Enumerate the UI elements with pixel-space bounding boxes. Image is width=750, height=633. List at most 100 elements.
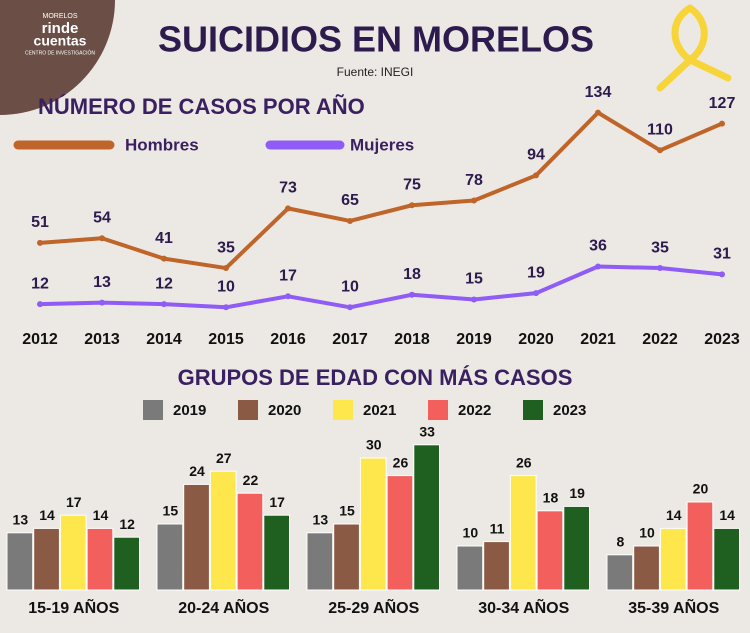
data-point: [471, 296, 477, 303]
data-point: [719, 271, 725, 278]
data-label: 14: [719, 507, 735, 523]
data-label: 26: [393, 454, 409, 470]
bar: [686, 501, 714, 591]
bar: [713, 527, 740, 591]
bar: [359, 457, 387, 591]
data-point: [657, 147, 663, 154]
ribbon-icon: [656, 4, 732, 92]
data-point: [347, 217, 353, 224]
legend-swatch: [333, 400, 353, 420]
data-point: [595, 263, 601, 270]
legend-swatch: [143, 400, 163, 420]
legend-label: 2021: [363, 402, 396, 419]
x-tick-label: 30-34 AÑOS: [478, 597, 569, 617]
data-label: 51: [31, 214, 49, 231]
bar: [509, 475, 537, 591]
bar: [563, 505, 590, 591]
bar: [483, 541, 510, 591]
data-label: 134: [585, 84, 612, 101]
x-tick-label: 2023: [704, 331, 740, 348]
logo-text: rinde: [42, 20, 79, 37]
data-label: 13: [13, 512, 29, 528]
data-label: 22: [243, 472, 259, 488]
data-label: 10: [463, 525, 479, 541]
data-point: [719, 120, 725, 127]
x-tick-label: 2014: [146, 331, 182, 348]
bar: [86, 527, 114, 591]
data-point: [37, 301, 43, 308]
bar: [306, 532, 334, 591]
data-label: 18: [543, 490, 559, 506]
title: SUICIDIOS EN MORELOS: [158, 19, 594, 60]
x-tick-label: 2012: [22, 331, 58, 348]
data-label: 18: [403, 266, 421, 283]
data-label: 10: [639, 525, 655, 541]
data-label: 75: [403, 176, 421, 193]
logo-badge: [0, 0, 115, 115]
series-line: [39, 110, 723, 271]
data-label: 12: [155, 275, 173, 292]
data-label: 17: [269, 494, 285, 510]
bar: [183, 483, 210, 591]
bar: [33, 527, 60, 591]
bar: [606, 554, 634, 591]
x-tick-label: 2017: [332, 331, 368, 348]
x-tick-label: 2022: [642, 331, 678, 348]
bar: [113, 536, 141, 591]
bar: [456, 545, 484, 591]
legend-label: 2020: [268, 402, 301, 419]
x-tick-label: 2021: [580, 331, 616, 348]
data-label: 19: [569, 485, 585, 501]
bar: [536, 510, 564, 591]
data-label: 13: [313, 512, 329, 528]
data-point: [533, 290, 539, 297]
legend-label: 2023: [553, 402, 586, 419]
data-label: 24: [189, 463, 205, 479]
bar: [386, 475, 414, 591]
data-point: [533, 172, 539, 179]
data-point: [657, 265, 663, 272]
logo-text: cuentas: [34, 33, 87, 49]
bar: [413, 444, 440, 591]
data-label: 41: [155, 230, 173, 247]
bar: [633, 545, 660, 591]
data-label: 65: [341, 192, 359, 209]
series-line: [39, 264, 723, 310]
data-label: 35: [651, 239, 669, 256]
chart-title: NÚMERO DE CASOS POR AÑO: [38, 94, 365, 119]
legend-label: 2022: [458, 402, 491, 419]
x-tick-label: 15-19 AÑOS: [28, 597, 119, 617]
data-label: 15: [339, 503, 355, 519]
data-point: [409, 202, 415, 209]
data-label: 20: [693, 481, 709, 497]
bar: [209, 470, 237, 591]
data-label: 17: [279, 268, 297, 285]
data-label: 35: [217, 239, 235, 256]
data-point: [347, 304, 353, 311]
data-label: 14: [93, 507, 109, 523]
data-point: [99, 235, 105, 242]
data-label: 33: [419, 424, 435, 440]
data-label: 127: [709, 95, 736, 112]
legend-swatch: [523, 400, 543, 420]
data-label: 30: [366, 437, 382, 453]
data-point: [161, 301, 167, 308]
data-label: 17: [66, 494, 82, 510]
data-point: [223, 304, 229, 311]
data-point: [161, 255, 167, 262]
x-tick-label: 2015: [208, 331, 244, 348]
bar: [236, 492, 264, 591]
logo-text: MORELOS: [42, 13, 77, 20]
x-tick-label: 25-29 AÑOS: [328, 597, 419, 617]
bar: [6, 532, 34, 591]
data-label: 31: [713, 246, 731, 263]
data-label: 10: [341, 279, 359, 296]
data-label: 78: [465, 172, 483, 189]
data-point: [285, 205, 291, 212]
data-label: 14: [666, 507, 682, 523]
data-label: 12: [31, 275, 49, 292]
data-label: 54: [93, 209, 111, 226]
data-label: 15: [465, 271, 483, 288]
data-label: 13: [93, 274, 111, 291]
data-label: 14: [39, 507, 55, 523]
